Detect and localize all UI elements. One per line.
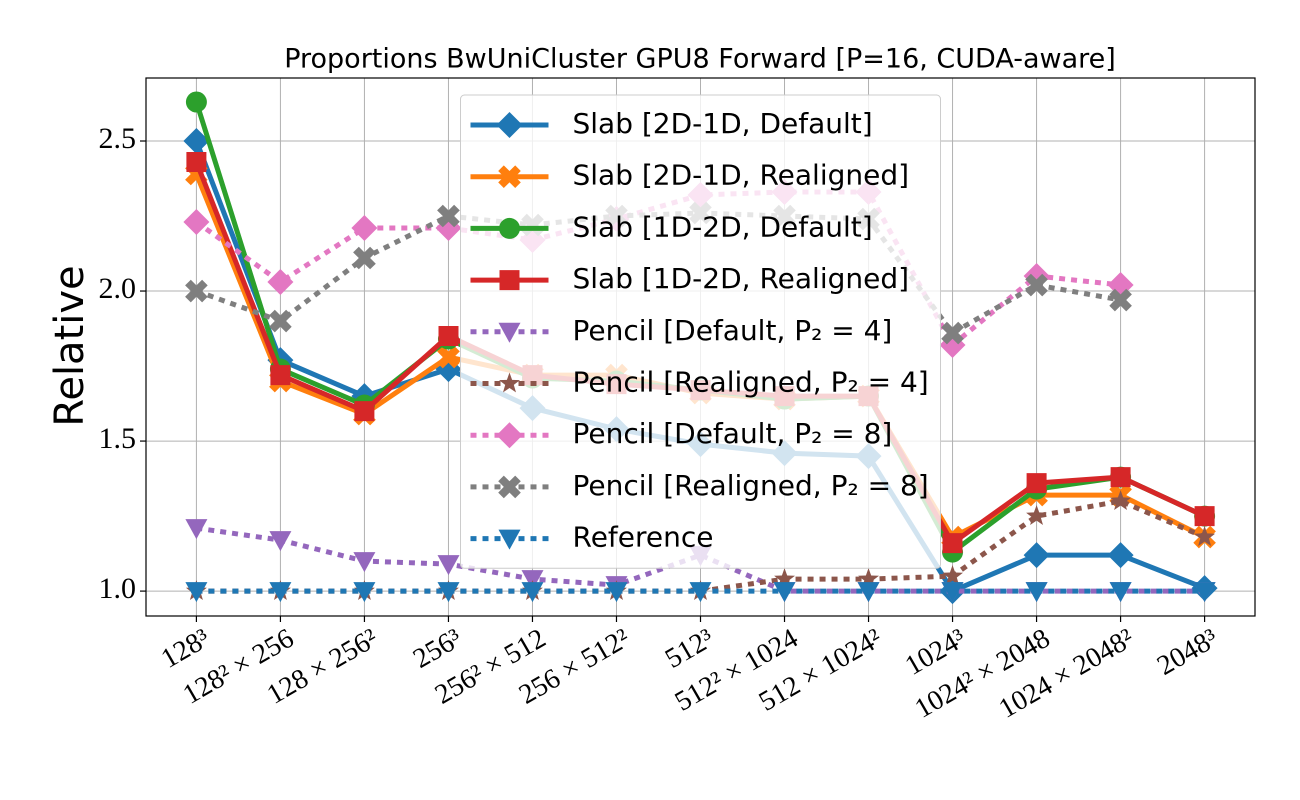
y-tick-label: 2.0 — [99, 272, 137, 305]
marker — [351, 215, 378, 241]
marker — [774, 568, 795, 588]
marker — [1110, 467, 1131, 488]
plot-frame — [145, 77, 1256, 617]
legend-label: Pencil [Default, P₂ = 4] — [573, 314, 893, 347]
marker — [353, 552, 376, 573]
marker — [605, 582, 628, 603]
marker — [269, 582, 292, 603]
marker — [498, 165, 521, 188]
marker — [269, 531, 292, 552]
marker — [1025, 582, 1048, 603]
marker — [496, 422, 523, 449]
y-tick-label: 1.5 — [99, 422, 137, 455]
marker — [185, 582, 208, 603]
legend-label: Slab [1D-2D, Realigned] — [573, 262, 910, 295]
marker — [437, 582, 460, 603]
legend-label: Slab [2D-1D, Realigned] — [573, 159, 910, 192]
marker — [267, 269, 294, 295]
marker — [689, 582, 712, 603]
marker — [353, 246, 376, 270]
marker — [498, 529, 521, 550]
marker — [499, 372, 520, 393]
marker — [942, 565, 963, 585]
marker — [941, 582, 964, 603]
marker — [499, 217, 520, 239]
marker — [1026, 505, 1047, 525]
marker — [773, 582, 796, 603]
marker — [437, 555, 460, 576]
legend-label: Slab [1D-2D, Default] — [573, 210, 873, 243]
marker — [183, 209, 210, 235]
marker — [1193, 582, 1216, 603]
legend-label: Pencil [Default, P₂ = 8] — [573, 417, 893, 450]
y-tick-label: 1.0 — [99, 572, 137, 605]
marker — [437, 345, 460, 369]
marker — [437, 204, 460, 228]
marker — [498, 475, 521, 499]
marker — [185, 279, 208, 303]
marker — [1194, 526, 1216, 546]
marker — [438, 326, 459, 346]
marker — [1194, 506, 1215, 527]
y-tick-label: 2.5 — [99, 122, 137, 155]
marker — [1023, 542, 1050, 569]
legend-label: Reference — [573, 521, 714, 554]
marker — [183, 128, 210, 154]
marker — [942, 533, 963, 554]
marker — [1026, 473, 1047, 494]
marker — [185, 519, 208, 540]
marker — [353, 582, 376, 603]
marker — [1110, 490, 1131, 510]
legend-label: Pencil [Realigned, P₂ = 4] — [573, 366, 929, 399]
series-line — [195, 210, 1122, 337]
marker — [1109, 582, 1132, 603]
marker — [1107, 542, 1134, 569]
chart-title: Proportions BwUniCluster GPU8 Forward [P… — [284, 44, 1116, 75]
legend: Slab [2D-1D, Default] Slab [2D-1D, Realig… — [460, 94, 941, 569]
legend-label: Pencil [Realigned, P₂ = 8] — [573, 469, 929, 502]
marker — [354, 401, 375, 422]
marker — [270, 365, 291, 386]
y-axis-label: Relative — [47, 265, 93, 426]
marker — [1025, 273, 1048, 297]
legend-box — [460, 94, 941, 569]
marker — [185, 91, 207, 113]
marker — [498, 322, 521, 343]
marker — [941, 321, 964, 345]
marker — [858, 568, 879, 588]
marker — [269, 309, 292, 333]
marker — [1109, 288, 1132, 312]
marker — [857, 582, 880, 603]
marker — [496, 112, 523, 138]
marker — [499, 270, 520, 291]
legend-label: Slab [2D-1D, Default] — [573, 107, 873, 140]
marker — [186, 152, 207, 172]
marker — [521, 582, 544, 603]
